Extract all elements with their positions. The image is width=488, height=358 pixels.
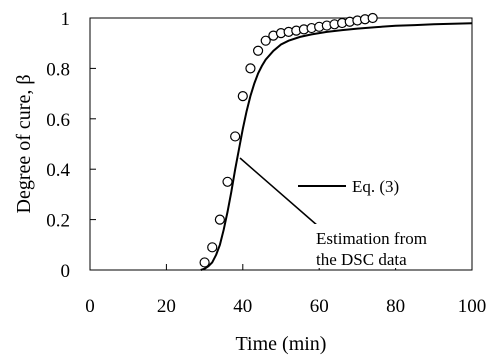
- data-point: [222, 176, 233, 187]
- y-tick-label: 0.2: [46, 211, 70, 232]
- annotation-dsc-line2: the DSC data: [316, 250, 407, 269]
- x-tick-label: 40: [233, 296, 252, 317]
- annotation-dsc-line1: Estimation from: [316, 229, 427, 248]
- data-point: [230, 131, 241, 142]
- data-point: [260, 35, 271, 46]
- y-tick-label: 0: [61, 261, 71, 282]
- data-point: [367, 12, 378, 24]
- series-line-path: [200, 22, 473, 271]
- data-point: [207, 242, 218, 253]
- y-tick-label: 0.4: [46, 160, 70, 181]
- y-tick-label: 0.8: [46, 59, 70, 80]
- x-tick-label: 0: [85, 296, 95, 317]
- x-tick-label: 20: [157, 296, 176, 317]
- annotation-pointer: [239, 157, 319, 227]
- x-tick-label: 100: [458, 296, 487, 317]
- plot-frame: [89, 17, 473, 271]
- data-point: [214, 214, 225, 225]
- series-dsc-points: [199, 12, 378, 268]
- x-tick-label: 60: [310, 296, 329, 317]
- y-tick-label: 0.6: [46, 110, 70, 131]
- series-eq3-line: [200, 22, 473, 271]
- annotation-bg: [296, 224, 470, 268]
- x-axis-label: Time (min): [236, 333, 327, 355]
- x-tick-label: 80: [386, 296, 405, 317]
- data-point: [252, 45, 264, 56]
- y-axis-ticks: 0 0.2 0.4 0.6 0.8 1: [46, 9, 96, 282]
- data-point: [199, 257, 210, 268]
- y-tick-label: 1: [61, 9, 71, 30]
- data-point: [245, 63, 256, 74]
- y-axis-label: Degree of cure, β: [13, 75, 35, 214]
- x-axis-ticks: 0 20 40 60 80 100: [85, 264, 486, 317]
- data-point: [237, 91, 248, 102]
- legend-label-eq3: Eq. (3): [352, 177, 399, 196]
